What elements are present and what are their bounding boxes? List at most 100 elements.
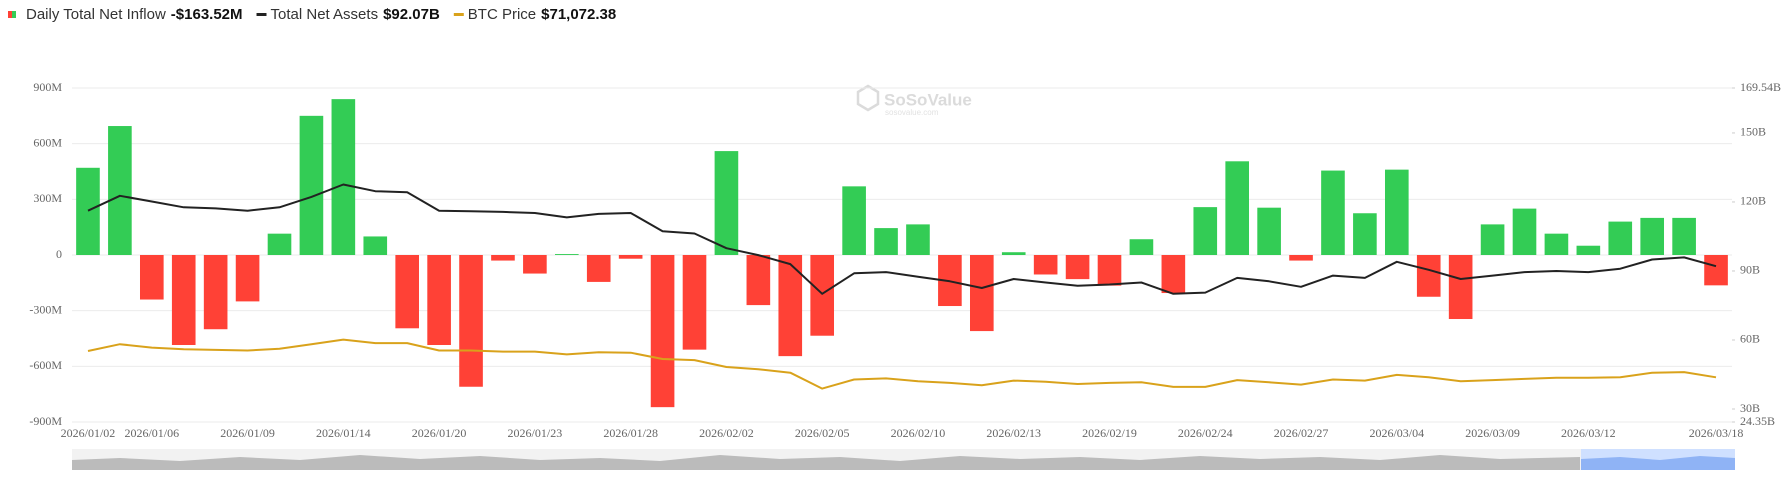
x-tick-label: 2026/01/09	[220, 426, 275, 440]
bar	[1097, 255, 1122, 286]
bar	[108, 126, 132, 256]
y2-tick-label: 60B	[1740, 332, 1760, 346]
x-tick-label: 2026/01/20	[412, 426, 467, 440]
bar	[906, 224, 930, 255]
y-tick-label: 300M	[33, 191, 62, 205]
bar	[491, 255, 515, 261]
bar	[203, 255, 228, 330]
bar	[1353, 213, 1377, 255]
bar	[363, 236, 388, 255]
bar	[874, 228, 898, 255]
x-tick-label: 2026/02/13	[986, 426, 1041, 440]
legend-value: $92.07B	[383, 6, 440, 23]
legend-item: BTC Price $71,072.38	[453, 6, 616, 23]
x-tick-label: 2026/01/23	[508, 426, 563, 440]
x-tick-label: 2026/01/28	[603, 426, 658, 440]
line	[87, 338, 1717, 390]
bar	[1161, 255, 1186, 294]
bar	[1289, 255, 1313, 261]
y2-tick-label: 169.54B	[1740, 80, 1781, 94]
bar	[778, 255, 803, 357]
bar	[395, 255, 420, 329]
bar	[1704, 255, 1728, 286]
navigator-area	[72, 455, 1580, 470]
y2-tick-label: 120B	[1740, 194, 1766, 208]
bar	[746, 255, 771, 306]
bar	[810, 255, 835, 336]
bar	[1065, 255, 1090, 280]
legend-swatch	[12, 11, 16, 18]
x-tick-label: 2026/01/06	[124, 426, 179, 440]
x-tick-label: 2026/03/12	[1561, 426, 1616, 440]
bar	[1416, 255, 1441, 297]
x-tick-label: 2026/01/02	[61, 426, 116, 440]
bar	[1608, 221, 1633, 255]
bar	[459, 255, 483, 387]
y2-tick-label: 150B	[1740, 125, 1766, 139]
x-tick-label: 2026/02/24	[1178, 426, 1233, 440]
bar	[1448, 255, 1473, 320]
bar	[842, 186, 866, 255]
bar	[235, 255, 260, 302]
bar	[523, 255, 547, 274]
watermark-logo	[856, 84, 880, 112]
x-tick-label: 2026/01/14	[316, 426, 371, 440]
bar	[554, 254, 579, 255]
legend-name: Daily Total Net Inflow	[26, 6, 166, 23]
y-tick-label: -600M	[29, 358, 62, 372]
bar	[650, 255, 675, 408]
x-tick-label: 2026/03/09	[1465, 426, 1520, 440]
y-tick-label: -300M	[29, 302, 62, 316]
navigator	[72, 449, 1735, 470]
bar	[1193, 207, 1218, 255]
x-tick-label: 2026/02/27	[1274, 426, 1329, 440]
bar	[1033, 255, 1058, 275]
watermark: SoSoValue sosovalue.com	[856, 84, 972, 117]
x-tick-label: 2026/03/18	[1689, 426, 1744, 440]
bar	[1512, 208, 1537, 255]
bar	[1225, 161, 1250, 255]
bar	[1480, 224, 1505, 255]
y-tick-label: 600M	[33, 135, 62, 149]
navigator-selected-area	[1581, 456, 1735, 470]
legend-value: $71,072.38	[541, 6, 616, 23]
legend-name: Total Net Assets	[271, 6, 379, 23]
bar	[171, 255, 196, 345]
bar	[714, 151, 739, 255]
x-tick-label: 2026/03/04	[1369, 426, 1424, 440]
bar	[1544, 233, 1569, 255]
legend-item: Total Net Assets $92.07B	[256, 6, 440, 23]
watermark-url: sosovalue.com	[885, 108, 939, 117]
bar	[427, 255, 451, 345]
x-tick-label: 2026/02/05	[795, 426, 850, 440]
y2-tick-label: 24.35B	[1740, 414, 1775, 428]
watermark-name: SoSoValue	[884, 90, 972, 109]
x-tick-label: 2026/02/02	[699, 426, 754, 440]
y-tick-label: 900M	[33, 80, 62, 94]
bar	[1640, 217, 1665, 255]
x-tick-label: 2026/02/10	[891, 426, 946, 440]
bar	[1129, 239, 1154, 255]
y2-tick-label: 90B	[1740, 263, 1760, 277]
bar	[1001, 252, 1026, 255]
bar	[1384, 169, 1409, 255]
x-tick-label: 2026/02/19	[1082, 426, 1137, 440]
legend-name: BTC Price	[468, 6, 536, 23]
legend-item: Daily Total Net Inflow -$163.52M	[8, 6, 243, 23]
legend-swatch	[8, 11, 12, 18]
y2-tick-label: 30B	[1740, 401, 1760, 415]
bar	[618, 255, 643, 259]
bar	[682, 255, 707, 350]
bar	[969, 255, 994, 332]
line	[87, 183, 1717, 295]
bar	[267, 233, 292, 255]
legend-value: -$163.52M	[171, 6, 243, 23]
bar	[299, 115, 324, 255]
bar	[586, 255, 611, 282]
bar	[139, 255, 164, 300]
bar	[1321, 170, 1345, 255]
bar	[1257, 207, 1281, 255]
y-tick-label: 0	[56, 247, 62, 261]
bar	[1672, 217, 1696, 255]
